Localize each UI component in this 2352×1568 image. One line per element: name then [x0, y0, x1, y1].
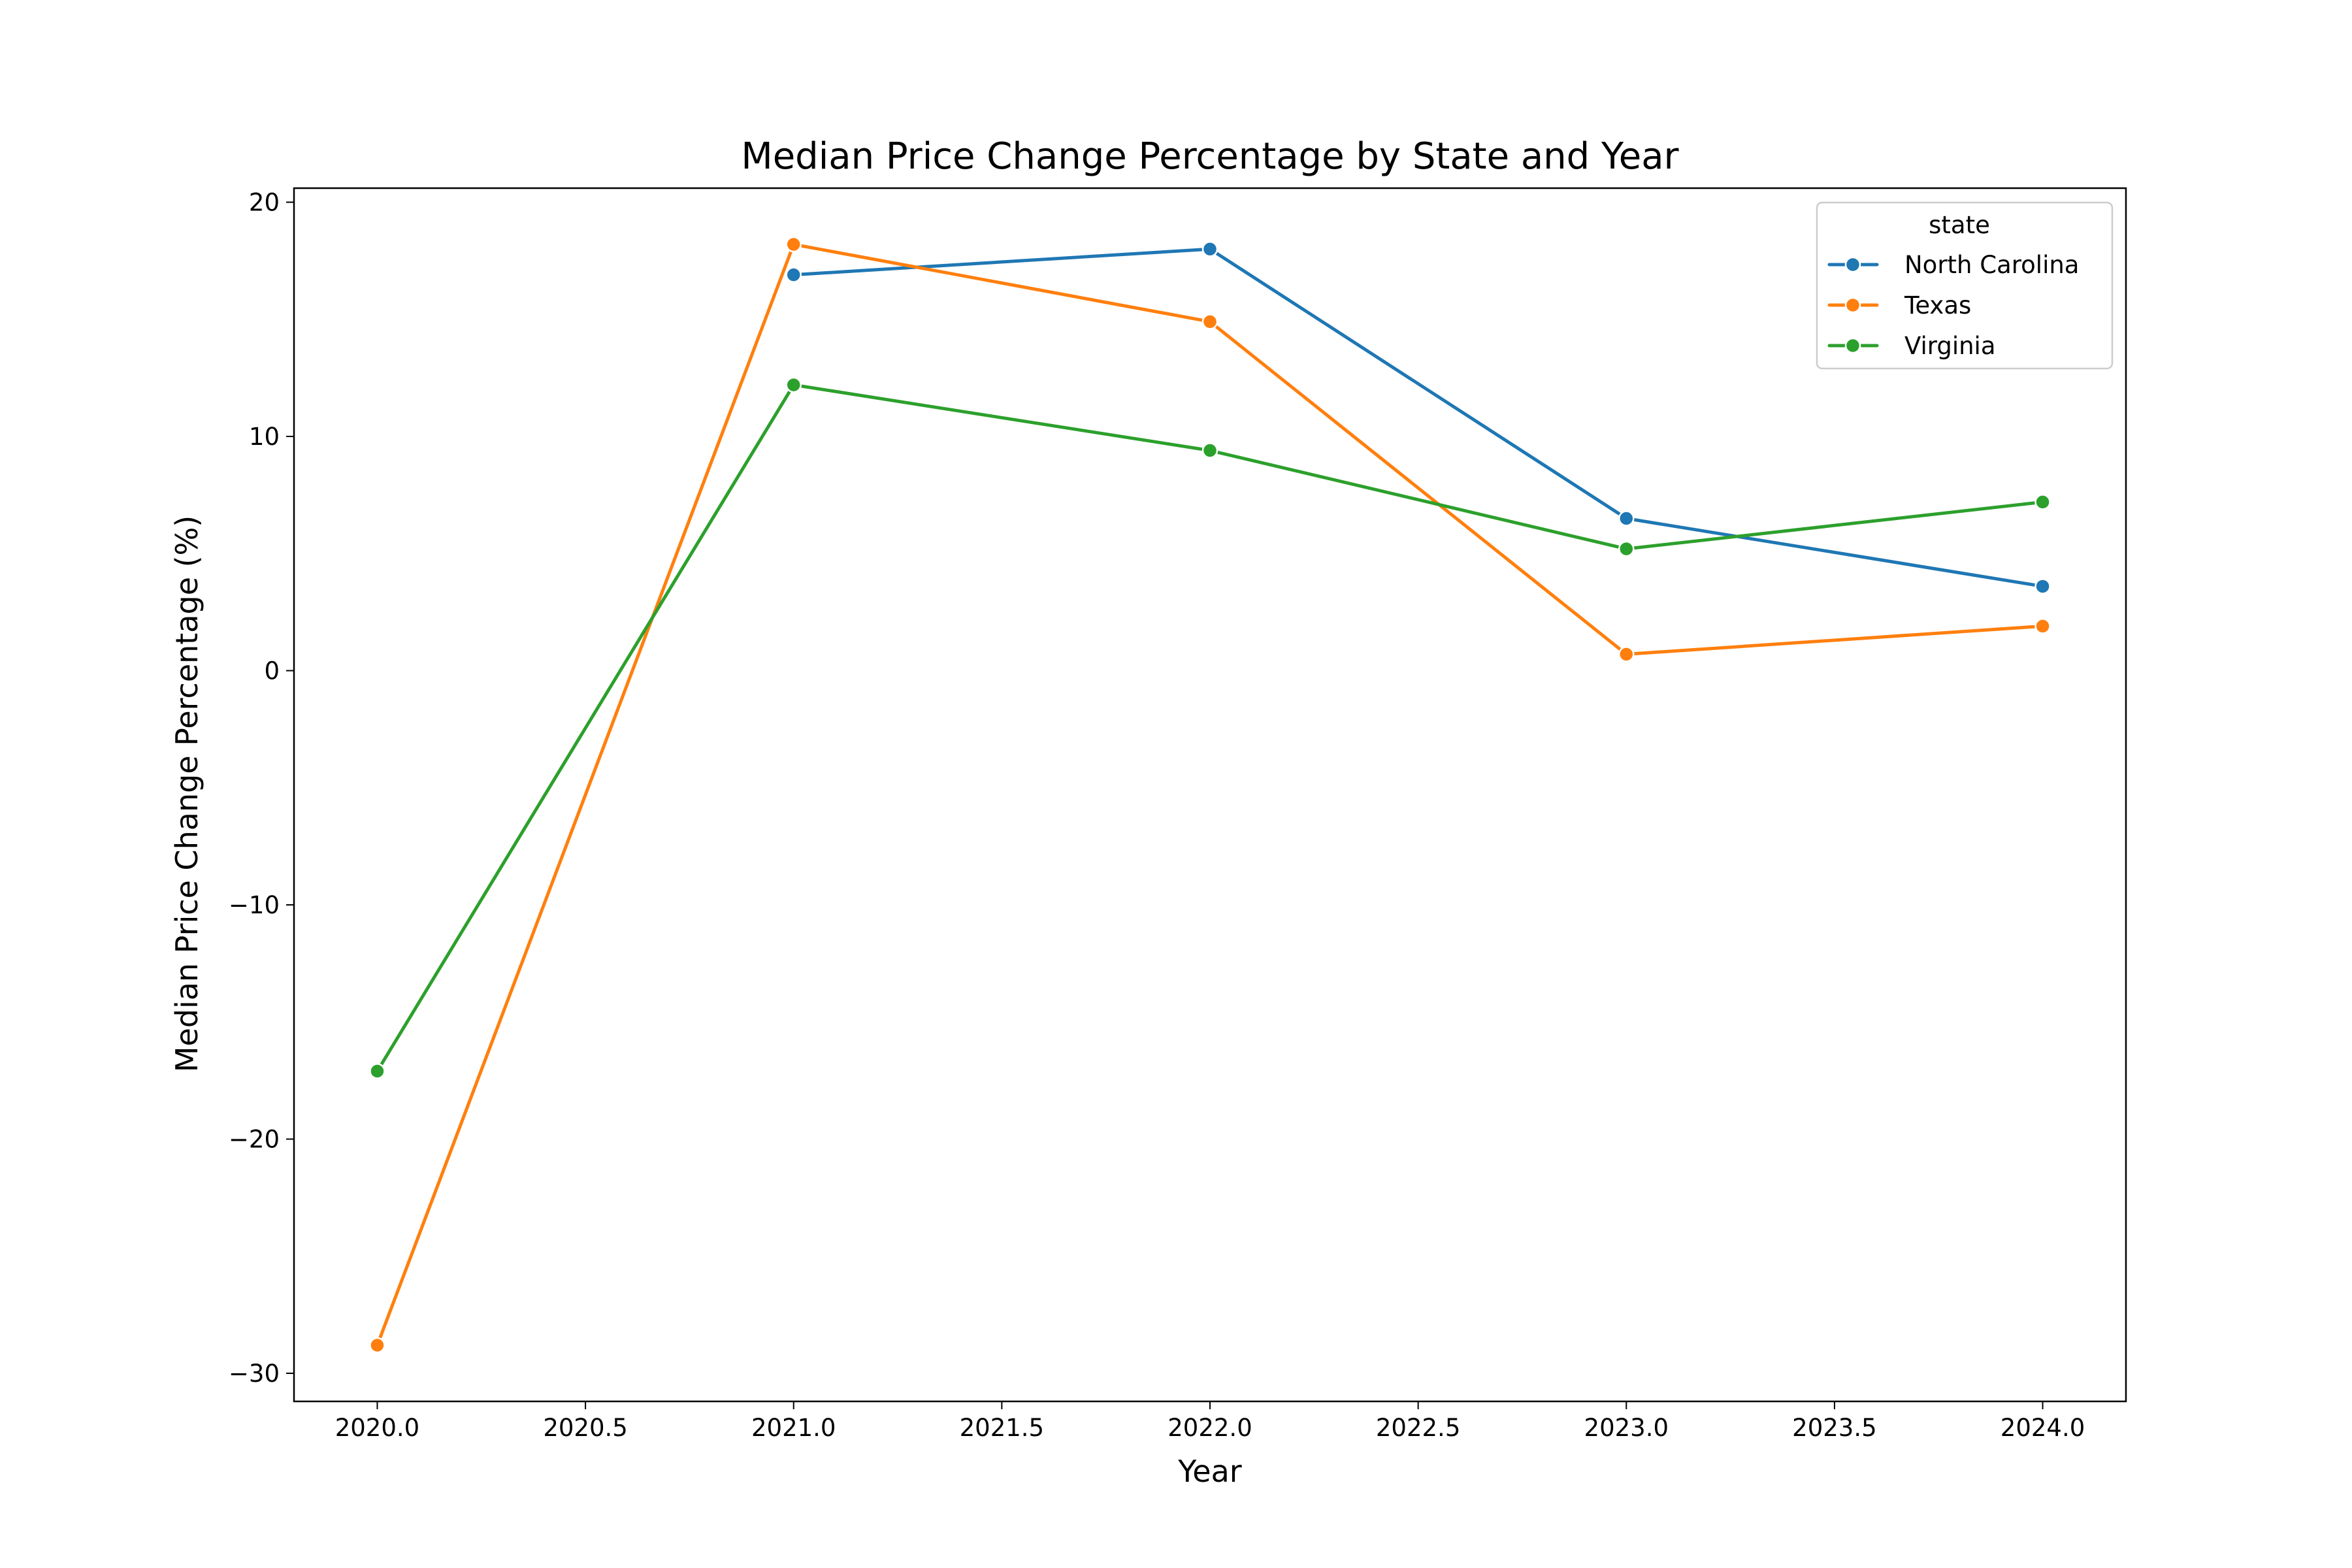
y-tick-label: −30 [229, 1360, 280, 1388]
y-tick-label: 0 [264, 657, 280, 685]
x-tick-label: 2020.5 [543, 1414, 627, 1442]
series-line-north-carolina [792, 247, 2045, 588]
data-point-north-carolina [1618, 510, 1635, 527]
x-tick-label: 2022.5 [1376, 1414, 1460, 1442]
y-tick-label: 20 [249, 189, 280, 217]
legend-label-texas: Texas [1904, 291, 1971, 319]
legend-marker-virginia [1844, 337, 1861, 354]
legend-title: state [1929, 211, 1990, 239]
chart-title: Median Price Change Percentage by State … [741, 135, 1679, 178]
plot-frame [293, 187, 2127, 1403]
y-tick-label: 10 [249, 423, 280, 451]
y-axis-title: Median Price Change Percentage (%) [169, 515, 204, 1073]
data-point-virginia [1618, 540, 1635, 557]
data-point-north-carolina [1201, 240, 1218, 257]
data-point-north-carolina [2034, 578, 2051, 595]
data-point-texas [2034, 618, 2051, 634]
x-tick-label: 2021.0 [751, 1414, 836, 1442]
data-point-texas [785, 236, 802, 253]
x-tick-label: 2022.0 [1168, 1414, 1252, 1442]
legend-label-virginia: Virginia [1904, 332, 1996, 360]
data-point-virginia [1201, 442, 1218, 459]
data-point-texas [369, 1337, 385, 1354]
data-point-virginia [785, 376, 802, 393]
legend-label-north-carolina: North Carolina [1904, 251, 2079, 279]
data-point-virginia [369, 1063, 385, 1079]
legend-marker-texas [1844, 297, 1861, 314]
x-axis-title: Year [1177, 1454, 1241, 1489]
data-point-texas [1618, 646, 1635, 662]
data-point-virginia [2034, 494, 2051, 510]
x-tick-label: 2020.0 [335, 1414, 419, 1442]
data-point-texas [1201, 314, 1218, 330]
legend-marker-north-carolina [1844, 256, 1861, 273]
x-tick-label: 2024.0 [2001, 1414, 2085, 1442]
x-tick-label: 2023.0 [1584, 1414, 1669, 1442]
legend: state North Carolina Texas Virginia [1816, 201, 2114, 370]
y-tick-label: −10 [229, 891, 280, 919]
y-tick-label: −20 [229, 1125, 280, 1153]
plot-area: 2020.0 2020.5 2021.0 2021.5 2022.0 2022.5 2023… [229, 187, 2127, 1442]
legend-box [1816, 201, 2114, 370]
x-tick-label: 2023.5 [1792, 1414, 1876, 1442]
data-point-north-carolina [785, 267, 802, 283]
x-tick-label: 2021.5 [960, 1414, 1044, 1442]
